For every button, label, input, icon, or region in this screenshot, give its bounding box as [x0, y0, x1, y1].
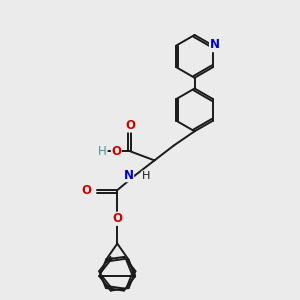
Text: H: H: [98, 145, 107, 158]
Text: O: O: [112, 212, 122, 225]
Text: N: N: [124, 169, 134, 182]
Text: O: O: [81, 184, 91, 196]
Text: N: N: [210, 38, 220, 51]
Text: O: O: [126, 119, 136, 132]
Text: O: O: [111, 145, 122, 158]
Text: H: H: [142, 171, 150, 181]
